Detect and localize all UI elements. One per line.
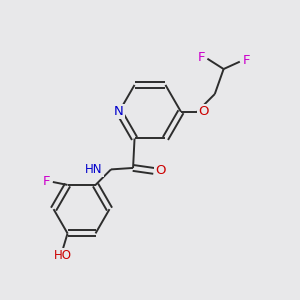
Text: HN: HN bbox=[85, 163, 103, 176]
Text: O: O bbox=[198, 105, 209, 118]
Text: N: N bbox=[114, 105, 124, 118]
Text: F: F bbox=[242, 54, 250, 67]
Text: F: F bbox=[43, 176, 51, 188]
Text: O: O bbox=[155, 164, 165, 177]
Text: F: F bbox=[198, 51, 205, 64]
Text: HO: HO bbox=[54, 249, 72, 262]
